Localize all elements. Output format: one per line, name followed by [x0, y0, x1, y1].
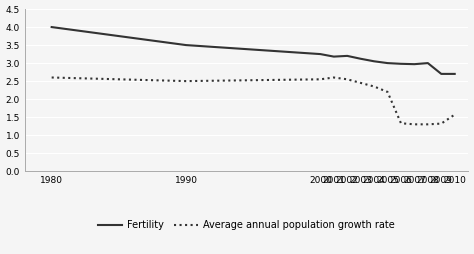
Fertility	[385, 61, 391, 65]
Fertility	[371, 60, 377, 63]
Average annual population growth rate	[411, 123, 417, 126]
Average annual population growth rate	[331, 76, 337, 79]
Average annual population growth rate	[183, 80, 189, 83]
Average annual population growth rate	[49, 76, 55, 79]
Average annual population growth rate	[438, 122, 444, 125]
Average annual population growth rate	[452, 113, 457, 116]
Fertility	[331, 55, 337, 58]
Average annual population growth rate	[385, 90, 391, 93]
Fertility	[438, 72, 444, 75]
Fertility	[425, 61, 431, 65]
Average annual population growth rate	[398, 122, 404, 125]
Fertility	[398, 62, 404, 65]
Average annual population growth rate	[358, 81, 364, 84]
Average annual population growth rate	[425, 123, 431, 126]
Average annual population growth rate	[345, 78, 350, 81]
Line: Average annual population growth rate: Average annual population growth rate	[52, 77, 455, 124]
Average annual population growth rate	[318, 78, 323, 81]
Legend: Fertility, Average annual population growth rate: Fertility, Average annual population gro…	[94, 217, 399, 234]
Fertility	[345, 54, 350, 57]
Fertility	[49, 26, 55, 29]
Fertility	[358, 57, 364, 60]
Fertility	[183, 43, 189, 46]
Average annual population growth rate	[371, 85, 377, 88]
Fertility	[411, 63, 417, 66]
Fertility	[318, 53, 323, 56]
Line: Fertility: Fertility	[52, 27, 455, 74]
Fertility	[452, 72, 457, 75]
